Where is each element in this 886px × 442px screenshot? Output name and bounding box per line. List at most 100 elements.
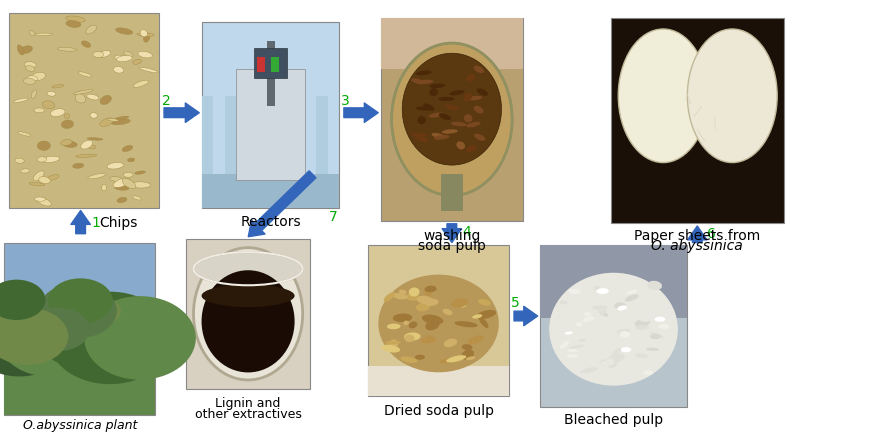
Ellipse shape <box>609 361 618 368</box>
Ellipse shape <box>114 55 123 60</box>
Ellipse shape <box>122 145 133 152</box>
Ellipse shape <box>90 113 97 118</box>
Ellipse shape <box>411 133 428 137</box>
Ellipse shape <box>597 309 609 317</box>
Ellipse shape <box>15 325 59 356</box>
Ellipse shape <box>451 298 469 308</box>
Ellipse shape <box>384 292 395 301</box>
Bar <box>257 57 265 72</box>
Ellipse shape <box>584 312 592 316</box>
Bar <box>611 18 784 223</box>
Bar <box>381 18 523 69</box>
Text: Dried soda pulp: Dried soda pulp <box>384 404 494 418</box>
Ellipse shape <box>596 288 609 294</box>
Ellipse shape <box>477 88 488 96</box>
Ellipse shape <box>378 274 499 372</box>
Ellipse shape <box>37 156 47 162</box>
Ellipse shape <box>140 30 148 37</box>
Ellipse shape <box>61 140 72 145</box>
Ellipse shape <box>392 43 512 195</box>
Bar <box>267 41 275 106</box>
Ellipse shape <box>578 294 588 299</box>
Ellipse shape <box>466 96 482 100</box>
Ellipse shape <box>451 122 467 126</box>
Ellipse shape <box>462 350 474 360</box>
Ellipse shape <box>107 163 124 169</box>
Ellipse shape <box>35 197 45 201</box>
Ellipse shape <box>404 335 415 342</box>
Ellipse shape <box>416 71 431 75</box>
Ellipse shape <box>110 177 122 181</box>
Ellipse shape <box>582 316 595 322</box>
Ellipse shape <box>417 116 426 124</box>
Ellipse shape <box>75 94 86 103</box>
Ellipse shape <box>472 314 482 319</box>
Ellipse shape <box>439 358 457 363</box>
Text: Bleached pulp: Bleached pulp <box>563 413 663 427</box>
Ellipse shape <box>618 329 631 335</box>
Ellipse shape <box>39 177 51 184</box>
Ellipse shape <box>35 33 52 35</box>
Bar <box>4 372 155 415</box>
Bar <box>381 18 523 221</box>
Ellipse shape <box>133 80 149 88</box>
Ellipse shape <box>567 354 579 358</box>
Ellipse shape <box>193 252 303 285</box>
Ellipse shape <box>0 308 68 365</box>
Ellipse shape <box>117 197 127 203</box>
Ellipse shape <box>625 294 639 301</box>
Ellipse shape <box>434 135 449 140</box>
Ellipse shape <box>37 198 51 206</box>
Ellipse shape <box>47 175 59 180</box>
Ellipse shape <box>600 359 614 366</box>
Ellipse shape <box>408 287 420 297</box>
Ellipse shape <box>579 339 587 342</box>
Ellipse shape <box>0 280 45 320</box>
Ellipse shape <box>408 321 417 328</box>
Text: soda pulp: soda pulp <box>418 239 486 253</box>
Ellipse shape <box>18 45 24 55</box>
Ellipse shape <box>648 281 662 290</box>
Ellipse shape <box>615 302 626 309</box>
Text: Chips: Chips <box>99 216 137 230</box>
Ellipse shape <box>135 171 145 174</box>
Ellipse shape <box>466 356 476 360</box>
Ellipse shape <box>61 120 74 129</box>
Ellipse shape <box>601 360 615 366</box>
Ellipse shape <box>614 358 622 362</box>
Ellipse shape <box>404 332 421 341</box>
Ellipse shape <box>466 145 477 152</box>
Bar <box>440 174 463 211</box>
Ellipse shape <box>26 65 35 72</box>
Ellipse shape <box>51 109 65 117</box>
Ellipse shape <box>609 354 625 362</box>
Ellipse shape <box>429 112 444 118</box>
Ellipse shape <box>618 305 627 311</box>
Ellipse shape <box>100 95 112 104</box>
Bar <box>271 96 282 208</box>
Bar <box>4 243 155 415</box>
Ellipse shape <box>400 356 417 363</box>
Ellipse shape <box>93 52 104 57</box>
Ellipse shape <box>646 348 659 351</box>
Ellipse shape <box>34 108 44 113</box>
Ellipse shape <box>429 84 446 88</box>
Ellipse shape <box>635 325 649 330</box>
Ellipse shape <box>113 66 124 73</box>
Ellipse shape <box>201 270 294 373</box>
Ellipse shape <box>479 317 488 328</box>
Ellipse shape <box>201 285 294 307</box>
Ellipse shape <box>138 51 152 58</box>
Ellipse shape <box>88 174 105 179</box>
Ellipse shape <box>425 299 439 306</box>
Ellipse shape <box>646 337 659 343</box>
Ellipse shape <box>430 88 438 96</box>
Ellipse shape <box>619 331 630 338</box>
Ellipse shape <box>38 283 117 338</box>
Ellipse shape <box>139 67 159 73</box>
Bar <box>202 22 339 208</box>
Ellipse shape <box>83 298 121 324</box>
Ellipse shape <box>75 154 97 157</box>
Ellipse shape <box>464 114 472 122</box>
Ellipse shape <box>643 370 653 375</box>
